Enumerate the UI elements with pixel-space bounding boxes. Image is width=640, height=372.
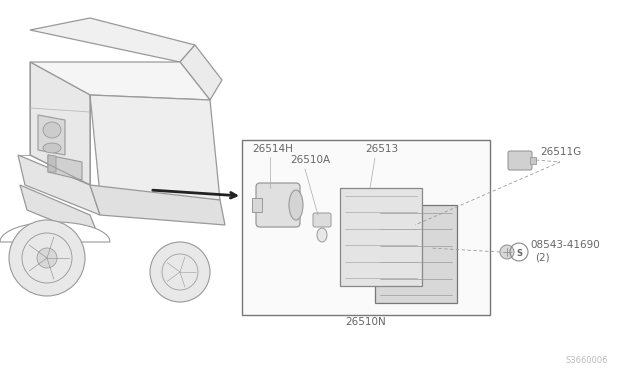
Polygon shape [0, 222, 110, 242]
Text: 08543-41690: 08543-41690 [530, 240, 600, 250]
Polygon shape [30, 62, 90, 185]
Ellipse shape [43, 143, 61, 153]
FancyBboxPatch shape [313, 213, 331, 227]
FancyBboxPatch shape [256, 183, 300, 227]
Circle shape [500, 245, 514, 259]
Text: 26513: 26513 [365, 144, 398, 154]
Bar [242, 140, 490, 315]
Bar [375, 205, 457, 303]
Text: 26510N: 26510N [345, 317, 386, 327]
Text: S3660006: S3660006 [565, 356, 607, 365]
Circle shape [37, 248, 57, 268]
Polygon shape [90, 185, 225, 225]
Text: S: S [516, 249, 522, 258]
Polygon shape [30, 62, 210, 100]
Polygon shape [20, 185, 100, 240]
Text: 26514H: 26514H [252, 144, 293, 154]
Ellipse shape [289, 190, 303, 220]
Polygon shape [48, 155, 82, 180]
Text: (2): (2) [535, 252, 550, 262]
Circle shape [9, 220, 85, 296]
Bar [530, 157, 536, 164]
Ellipse shape [317, 228, 327, 242]
Text: 26510A: 26510A [290, 155, 330, 165]
Text: 26511G: 26511G [540, 147, 581, 157]
Polygon shape [90, 95, 220, 200]
Bar [340, 188, 422, 286]
Circle shape [150, 242, 210, 302]
Ellipse shape [43, 122, 61, 138]
Polygon shape [48, 155, 56, 172]
Polygon shape [180, 45, 222, 100]
Polygon shape [30, 18, 195, 62]
FancyBboxPatch shape [508, 151, 532, 170]
Polygon shape [18, 155, 100, 215]
Polygon shape [38, 115, 65, 155]
Bar [252, 198, 262, 212]
